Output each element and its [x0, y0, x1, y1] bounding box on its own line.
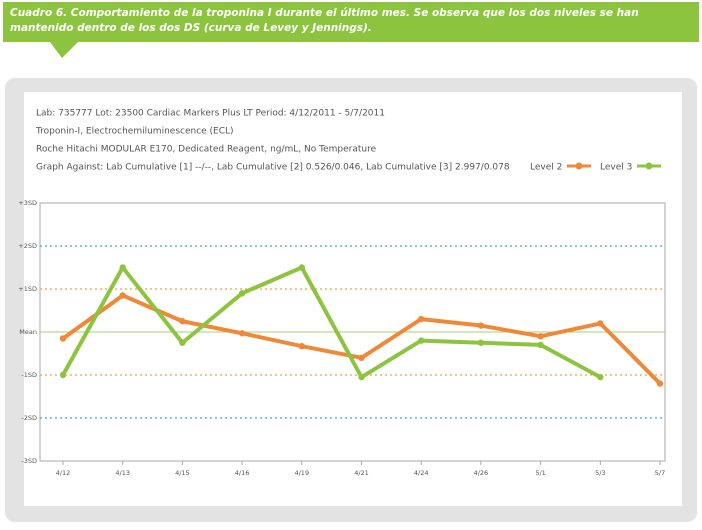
x-tick-label: 4/24	[414, 469, 429, 477]
x-tick-label: 4/21	[354, 469, 369, 477]
header-line: Roche Hitachi MODULAR E170, Dedicated Re…	[36, 145, 377, 155]
caption: Cuadro 6. Comportamiento de la troponina…	[10, 7, 639, 34]
x-tick-label: 4/12	[56, 469, 71, 477]
point	[238, 290, 246, 297]
x-tick-label: 4/15	[175, 469, 190, 477]
x-tick-label: 4/19	[294, 469, 309, 477]
point	[298, 264, 305, 271]
header-line: Lab: 735777 Lot: 23500 Cardiac Markers P…	[36, 109, 385, 119]
x-tick-label: 5/3	[595, 469, 605, 477]
point	[656, 380, 664, 387]
legend-dot	[645, 162, 653, 170]
point	[59, 371, 67, 379]
point	[418, 337, 425, 344]
point	[119, 264, 126, 271]
point	[298, 342, 305, 350]
x-tick-label: 4/16	[235, 469, 250, 477]
x-tick-label: 5/1	[535, 469, 545, 477]
x-tick-label: 4/26	[474, 469, 489, 477]
point	[59, 335, 67, 342]
point	[358, 373, 365, 381]
y-tick-label: +3SD	[18, 199, 37, 207]
caption-pointer	[50, 42, 78, 58]
caption-box	[3, 2, 699, 42]
point	[597, 373, 604, 381]
y-tick-label: +2SD	[18, 242, 37, 250]
point	[179, 318, 186, 325]
point	[418, 315, 425, 323]
plot: +3SD +2SD +1SD Mean -1SD -2SD -3SD 4/12 4/13 4/15…	[18, 199, 666, 477]
y-tick-label: -1SD	[21, 371, 37, 379]
point	[358, 354, 365, 361]
header: Lab: 735777 Lot: 23500 Cardiac Markers P…	[35, 109, 661, 173]
header-line: Graph Against: Lab Cumulative [1] --/--,…	[36, 163, 510, 173]
x-tick-label: 4/13	[115, 469, 130, 477]
point	[537, 341, 544, 349]
caption-holder: Cuadro 6. Comportamiento de la troponina…	[10, 7, 639, 34]
header-line: Troponin-I, Electrochemiluminescence (EC…	[35, 127, 234, 137]
legend-label: Level 3	[600, 163, 632, 173]
y-tick-label: -2SD	[21, 414, 37, 422]
legend-dot	[575, 162, 583, 170]
point	[477, 339, 485, 346]
y-tick-label: -3SD	[21, 457, 37, 465]
point	[537, 333, 544, 340]
point	[477, 322, 485, 329]
series-line	[61, 265, 602, 380]
point	[179, 339, 186, 346]
x-tick-label: 5/7	[655, 469, 665, 477]
y-tick-label: Mean	[19, 328, 37, 336]
legend-label: Level 2	[530, 163, 562, 173]
y-tick-label: +1SD	[18, 285, 37, 293]
point	[119, 292, 126, 299]
point	[597, 320, 604, 327]
point	[238, 330, 246, 337]
